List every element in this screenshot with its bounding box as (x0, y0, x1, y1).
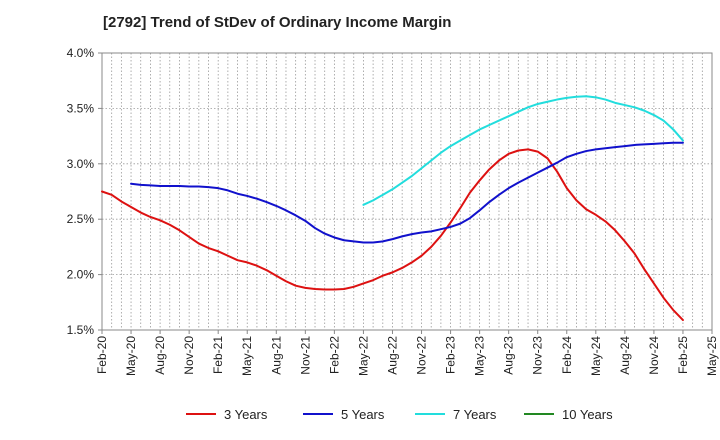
x-tick-label: Feb-20 (95, 336, 109, 374)
x-tick-label: Nov-23 (531, 336, 545, 375)
legend-item-5-years: 5 Years (303, 407, 385, 422)
y-tick-label: 4.0% (67, 46, 95, 60)
y-tick-label: 3.0% (67, 157, 95, 171)
legend-label: 3 Years (224, 407, 268, 422)
legend-item-3-years: 3 Years (186, 407, 268, 422)
x-tick-label: Feb-24 (560, 336, 574, 374)
series-layer (101, 95, 684, 322)
legend: 3 Years 5 Years 7 Years 10 Years (186, 407, 613, 422)
legend-label: 10 Years (562, 407, 613, 422)
grid-layer (101, 52, 713, 331)
chart-title: [2792] Trend of StDev of Ordinary Income… (103, 14, 452, 31)
x-tick-label: May-25 (705, 336, 719, 376)
x-tick-label: May-20 (124, 336, 138, 376)
plot-frame (101, 52, 713, 331)
x-tick-label: May-22 (356, 336, 370, 376)
series-line-5-years (130, 141, 684, 244)
x-tick-label: Aug-20 (153, 336, 167, 375)
y-tick-label: 2.5% (67, 212, 95, 226)
axis-layer: 1.5% 2.0% 2.5% 3.0% 3.5% 4.0% Feb-20 May-20 Aug-… (67, 46, 719, 376)
x-tick-label: Nov-22 (415, 336, 429, 375)
y-tick-label: 1.5% (67, 323, 95, 337)
x-tick-label: May-21 (240, 336, 254, 376)
x-tick-label: Feb-23 (444, 336, 458, 374)
series-line-7-years (362, 95, 684, 206)
x-tick-label: Aug-24 (618, 336, 632, 375)
x-tick-label: Feb-21 (211, 336, 225, 374)
legend-label: 7 Years (453, 407, 497, 422)
y-tick-label: 2.0% (67, 268, 95, 282)
x-tick-label: Nov-21 (298, 336, 312, 375)
legend-item-10-years: 10 Years (524, 407, 613, 422)
x-tick-label: Aug-23 (502, 336, 516, 375)
x-tick-label: Nov-24 (647, 336, 661, 375)
x-tick-label: Aug-21 (269, 336, 283, 375)
legend-label: 5 Years (341, 407, 385, 422)
x-tick-label: Feb-25 (676, 336, 690, 374)
x-tick-label: Nov-20 (182, 336, 196, 375)
series-line-3-years (101, 148, 684, 322)
x-tick-label: Feb-22 (327, 336, 341, 374)
x-tick-label: May-23 (473, 336, 487, 376)
legend-item-7-years: 7 Years (415, 407, 497, 422)
x-tick-label: Aug-22 (385, 336, 399, 375)
y-tick-label: 3.5% (67, 101, 95, 115)
x-tick-label: May-24 (589, 336, 603, 376)
